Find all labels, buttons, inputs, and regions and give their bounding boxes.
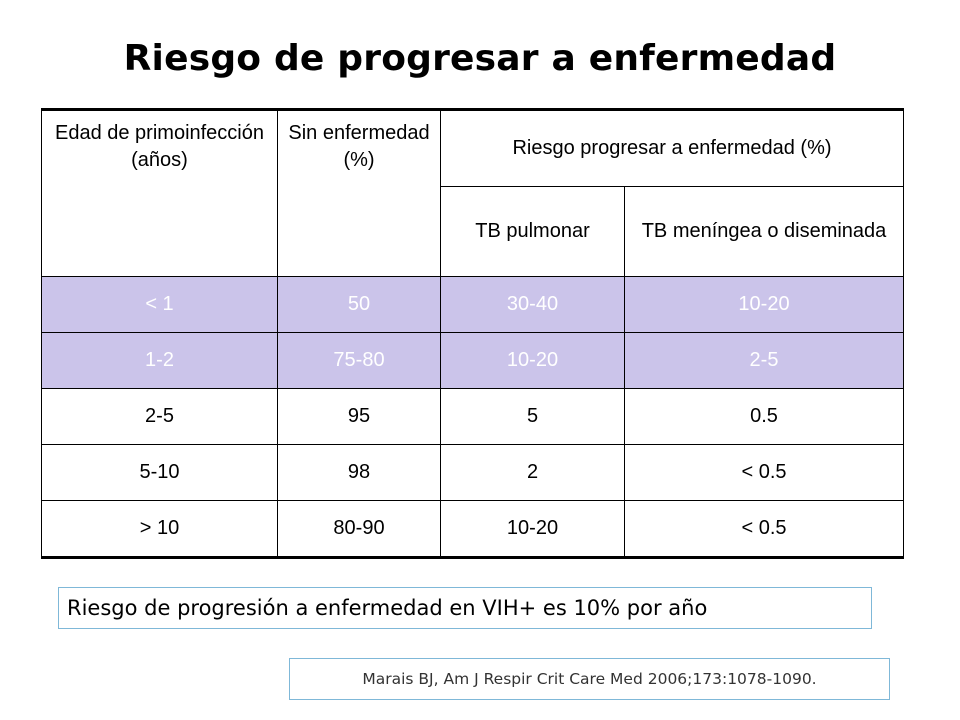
cell-pulmonar: 2 — [440, 444, 625, 501]
header-tb-pulmonar: TB pulmonar — [440, 186, 625, 277]
cell-sin: 75-80 — [277, 332, 441, 389]
cell-sin: 98 — [277, 444, 441, 501]
risk-table: Edad de primoinfección (años) Sin enferm… — [41, 108, 905, 559]
cell-pulmonar: 10-20 — [440, 332, 625, 389]
reference-citation: Marais BJ, Am J Respir Crit Care Med 200… — [289, 658, 890, 700]
cell-pulmonar: 30-40 — [440, 276, 625, 333]
cell-pulmonar: 10-20 — [440, 500, 625, 558]
cell-sin: 50 — [277, 276, 441, 333]
page-title: Riesgo de progresar a enfermedad — [123, 38, 837, 79]
cell-meningea: 10-20 — [623, 276, 905, 333]
cell-age: > 10 — [41, 500, 278, 558]
header-age: Edad de primoinfección (años) — [41, 109, 278, 277]
cell-age: 5-10 — [41, 444, 278, 501]
cell-meningea: < 0.5 — [623, 444, 905, 501]
cell-sin: 80-90 — [277, 500, 441, 558]
table-row: 5-10 98 2 < 0.5 — [41, 444, 905, 501]
header-sin-enfermedad: Sin enfermedad (%) — [277, 109, 441, 277]
table-row: 1-2 75-80 10-20 2-5 — [41, 332, 905, 389]
header-tb-meningea: TB meníngea o diseminada — [623, 186, 905, 277]
cell-age: < 1 — [41, 276, 278, 333]
cell-meningea: < 0.5 — [623, 500, 905, 558]
cell-age: 2-5 — [41, 388, 278, 445]
cell-sin: 95 — [277, 388, 441, 445]
cell-meningea: 0.5 — [623, 388, 905, 445]
table-row: 2-5 95 5 0.5 — [41, 388, 905, 445]
table-row: < 1 50 30-40 10-20 — [41, 276, 905, 333]
table-subheader-row: TB pulmonar TB meníngea o diseminada — [42, 186, 905, 277]
cell-age: 1-2 — [41, 332, 278, 389]
table-header-row: Edad de primoinfección (años) Sin enferm… — [41, 109, 905, 277]
vih-note: Riesgo de progresión a enfermedad en VIH… — [58, 587, 872, 629]
cell-pulmonar: 5 — [440, 388, 625, 445]
table-row: > 10 80-90 10-20 < 0.5 — [41, 500, 905, 558]
cell-meningea: 2-5 — [623, 332, 905, 389]
header-riesgo: Riesgo progresar a enfermedad (%) — [439, 109, 905, 187]
